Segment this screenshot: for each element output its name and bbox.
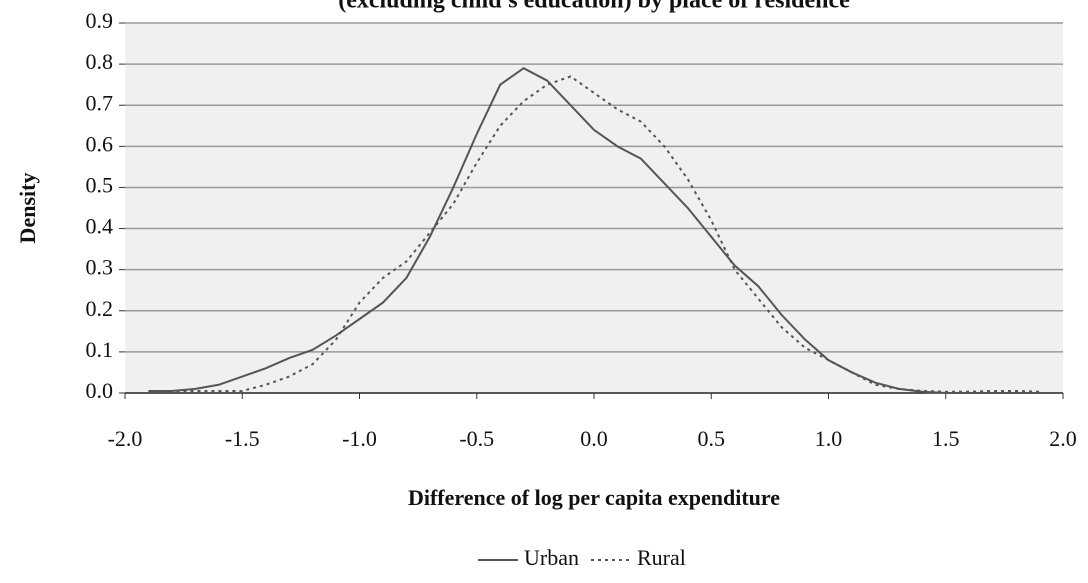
y-tick-label: 0.8 — [86, 49, 114, 74]
y-tick-label: 0.9 — [86, 8, 114, 33]
x-tick-label: 0.0 — [580, 426, 608, 451]
y-tick-label: 0.2 — [86, 296, 114, 321]
y-tick-label: 0.1 — [86, 337, 114, 362]
x-tick-label: 2.0 — [1049, 426, 1077, 451]
x-tick-label: 1.0 — [815, 426, 843, 451]
x-tick-label: -2.0 — [108, 426, 143, 451]
chart-title: (excluding child's education) by place o… — [338, 0, 850, 14]
x-tick-label: -1.0 — [342, 426, 377, 451]
y-tick-label: 0.3 — [86, 255, 114, 280]
legend-label: Urban — [524, 545, 579, 570]
x-tick-label: 1.5 — [932, 426, 960, 451]
line-series — [148, 75, 1040, 393]
x-axis-label: Difference of log per capita expenditure — [408, 485, 780, 510]
y-axis-label: Density — [15, 173, 40, 244]
x-tick-label: -1.5 — [225, 426, 260, 451]
x-tick-label: -0.5 — [459, 426, 494, 451]
y-tick-label: 0.6 — [86, 131, 114, 156]
y-tick-label: 0.0 — [86, 378, 114, 403]
y-tick-label: 0.5 — [86, 172, 114, 197]
x-tick-label: 0.5 — [698, 426, 726, 451]
y-tick-label: 0.4 — [86, 214, 114, 239]
plot-area — [125, 23, 1063, 393]
legend-label: Rural — [637, 545, 686, 570]
y-tick-label: 0.7 — [86, 90, 114, 115]
